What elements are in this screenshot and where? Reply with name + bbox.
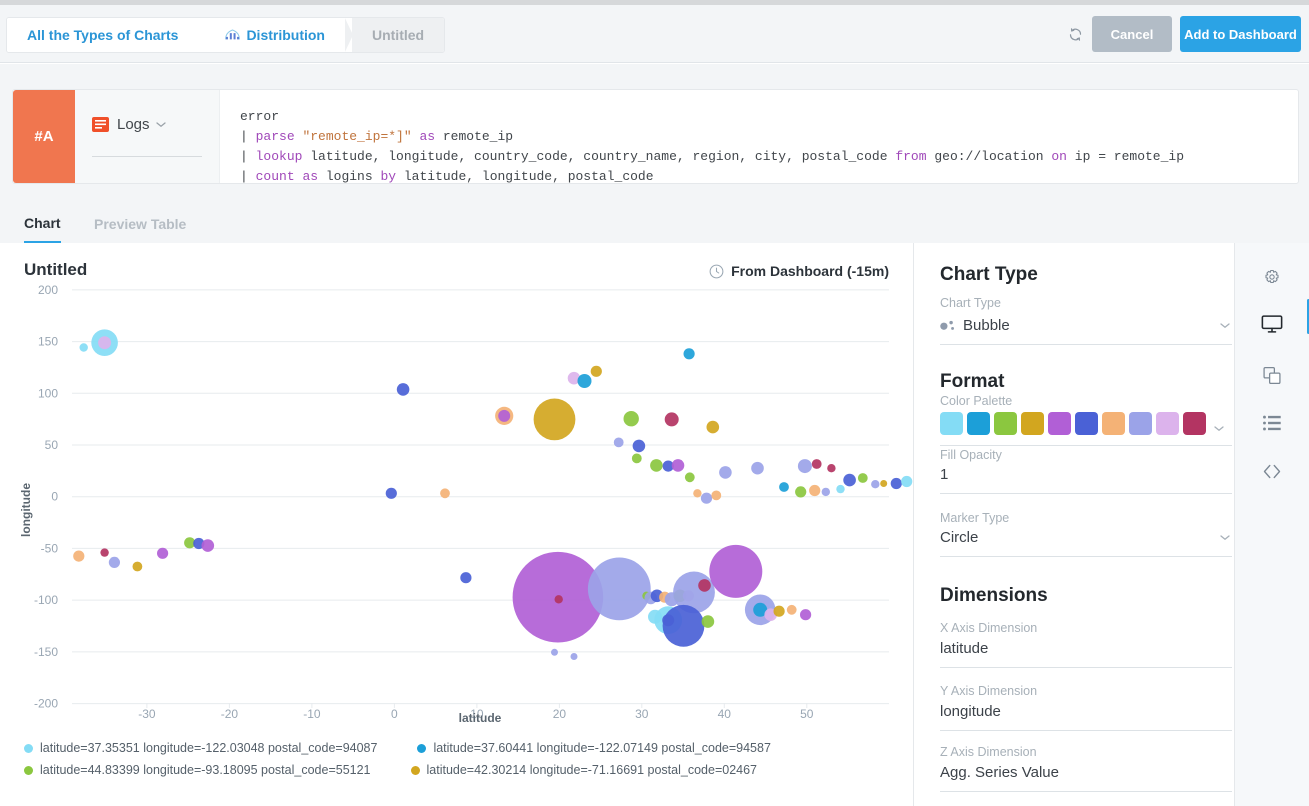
- svg-text:20: 20: [553, 707, 567, 721]
- svg-text:longitude: longitude: [19, 483, 33, 537]
- svg-text:-30: -30: [138, 707, 156, 721]
- svg-text:-150: -150: [34, 645, 58, 659]
- svg-text:0: 0: [51, 490, 58, 504]
- svg-text:-10: -10: [303, 707, 321, 721]
- svg-text:50: 50: [45, 438, 59, 452]
- svg-text:200: 200: [38, 283, 58, 297]
- svg-text:0: 0: [391, 707, 398, 721]
- svg-text:30: 30: [635, 707, 649, 721]
- svg-text:50: 50: [800, 707, 814, 721]
- svg-text:40: 40: [718, 707, 732, 721]
- svg-text:150: 150: [38, 335, 58, 349]
- svg-text:-20: -20: [221, 707, 239, 721]
- svg-text:-100: -100: [34, 593, 58, 607]
- svg-text:latitude: latitude: [459, 711, 502, 725]
- svg-text:-50: -50: [41, 541, 59, 555]
- svg-text:-200: -200: [34, 697, 58, 711]
- svg-text:100: 100: [38, 386, 58, 400]
